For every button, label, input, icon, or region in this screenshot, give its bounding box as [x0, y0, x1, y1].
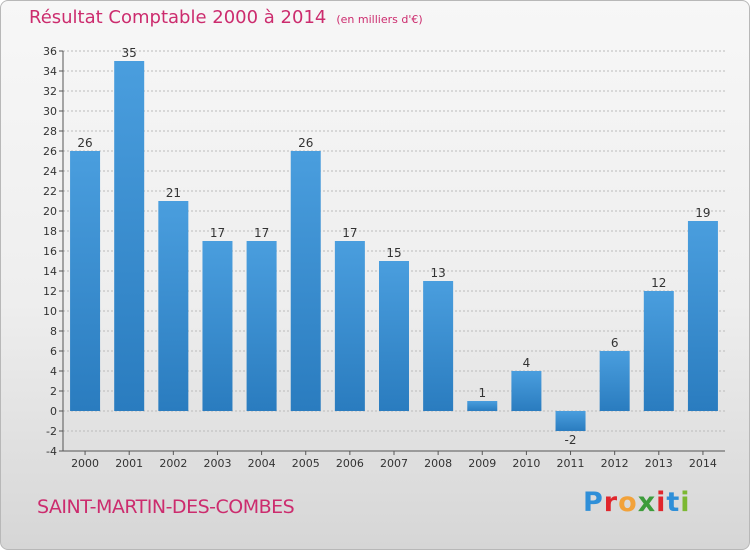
data-label: 19 [695, 206, 710, 220]
bar [334, 241, 365, 411]
chart-unit-note: (en milliers d'€) [336, 13, 423, 26]
x-tick-label: 2014 [689, 457, 717, 470]
y-tick-label: 18 [43, 225, 57, 238]
data-label: 17 [342, 226, 357, 240]
y-tick-label: 28 [43, 125, 57, 138]
logo-letter: i [656, 487, 667, 518]
y-tick-label: 4 [50, 365, 57, 378]
x-tick-label: 2011 [557, 457, 585, 470]
y-tick-label: -2 [46, 425, 57, 438]
data-label: -2 [565, 433, 577, 447]
data-label: 26 [77, 136, 92, 150]
chart-title: Résultat Comptable 2000 à 2014 (en millie… [29, 7, 423, 28]
data-label: 26 [298, 136, 313, 150]
bar [511, 371, 542, 411]
x-tick-label: 2002 [159, 457, 187, 470]
y-tick-label: 8 [50, 325, 57, 338]
bar [202, 241, 233, 411]
data-label: 15 [386, 246, 401, 260]
bar [423, 281, 454, 411]
x-tick-label: 2012 [601, 457, 629, 470]
proxiti-logo: Proxiti [583, 487, 691, 518]
x-tick-label: 2006 [336, 457, 364, 470]
x-tick-label: 2005 [292, 457, 320, 470]
y-tick-label: 30 [43, 105, 57, 118]
data-label: 4 [523, 356, 531, 370]
y-tick-label: 20 [43, 205, 57, 218]
y-tick-label: 26 [43, 145, 57, 158]
y-tick-label: 12 [43, 285, 57, 298]
y-tick-label: 0 [50, 405, 57, 418]
y-tick-label: 32 [43, 85, 57, 98]
commune-name: SAINT-MARTIN-DES-COMBES [37, 496, 295, 518]
y-tick-label: 36 [43, 45, 57, 58]
logo-letter: x [637, 487, 657, 518]
y-tick-label: 2 [50, 385, 57, 398]
y-tick-label: 6 [50, 345, 57, 358]
bar [246, 241, 277, 411]
logo-letter: P [583, 487, 604, 518]
bar [379, 261, 409, 411]
logo-letter: t [666, 487, 681, 518]
data-label: 35 [122, 46, 137, 60]
data-label: 6 [611, 336, 619, 350]
x-tick-label: 2000 [71, 457, 99, 470]
bar [599, 351, 630, 411]
y-tick-label: 34 [43, 65, 57, 78]
y-tick-label: 10 [43, 305, 57, 318]
bar [114, 61, 145, 411]
x-tick-label: 2004 [248, 457, 276, 470]
data-label: 21 [166, 186, 181, 200]
y-tick-label: 16 [43, 245, 57, 258]
bar [555, 411, 586, 431]
bar [158, 201, 189, 411]
data-label: 13 [430, 266, 445, 280]
y-tick-label: 24 [43, 165, 57, 178]
bar [290, 151, 321, 411]
data-label: 17 [254, 226, 269, 240]
logo-letter: o [618, 487, 638, 518]
bar [467, 401, 498, 411]
x-tick-label: 2010 [512, 457, 540, 470]
bar [643, 291, 674, 411]
data-label: 12 [651, 276, 666, 290]
y-tick-label: -4 [46, 445, 57, 458]
x-tick-label: 2013 [645, 457, 673, 470]
y-tick-label: 22 [43, 185, 57, 198]
bar [70, 151, 101, 411]
logo-letter: r [603, 487, 619, 518]
bar [687, 221, 718, 411]
data-label: 1 [478, 386, 486, 400]
data-label: 17 [210, 226, 225, 240]
x-tick-label: 2009 [468, 457, 496, 470]
logo-letter: i [680, 487, 691, 518]
y-tick-label: 14 [43, 265, 57, 278]
chart-title-text: Résultat Comptable 2000 à 2014 [29, 7, 327, 28]
x-tick-label: 2001 [115, 457, 143, 470]
x-tick-label: 2007 [380, 457, 408, 470]
x-tick-label: 2003 [203, 457, 231, 470]
x-tick-label: 2008 [424, 457, 452, 470]
